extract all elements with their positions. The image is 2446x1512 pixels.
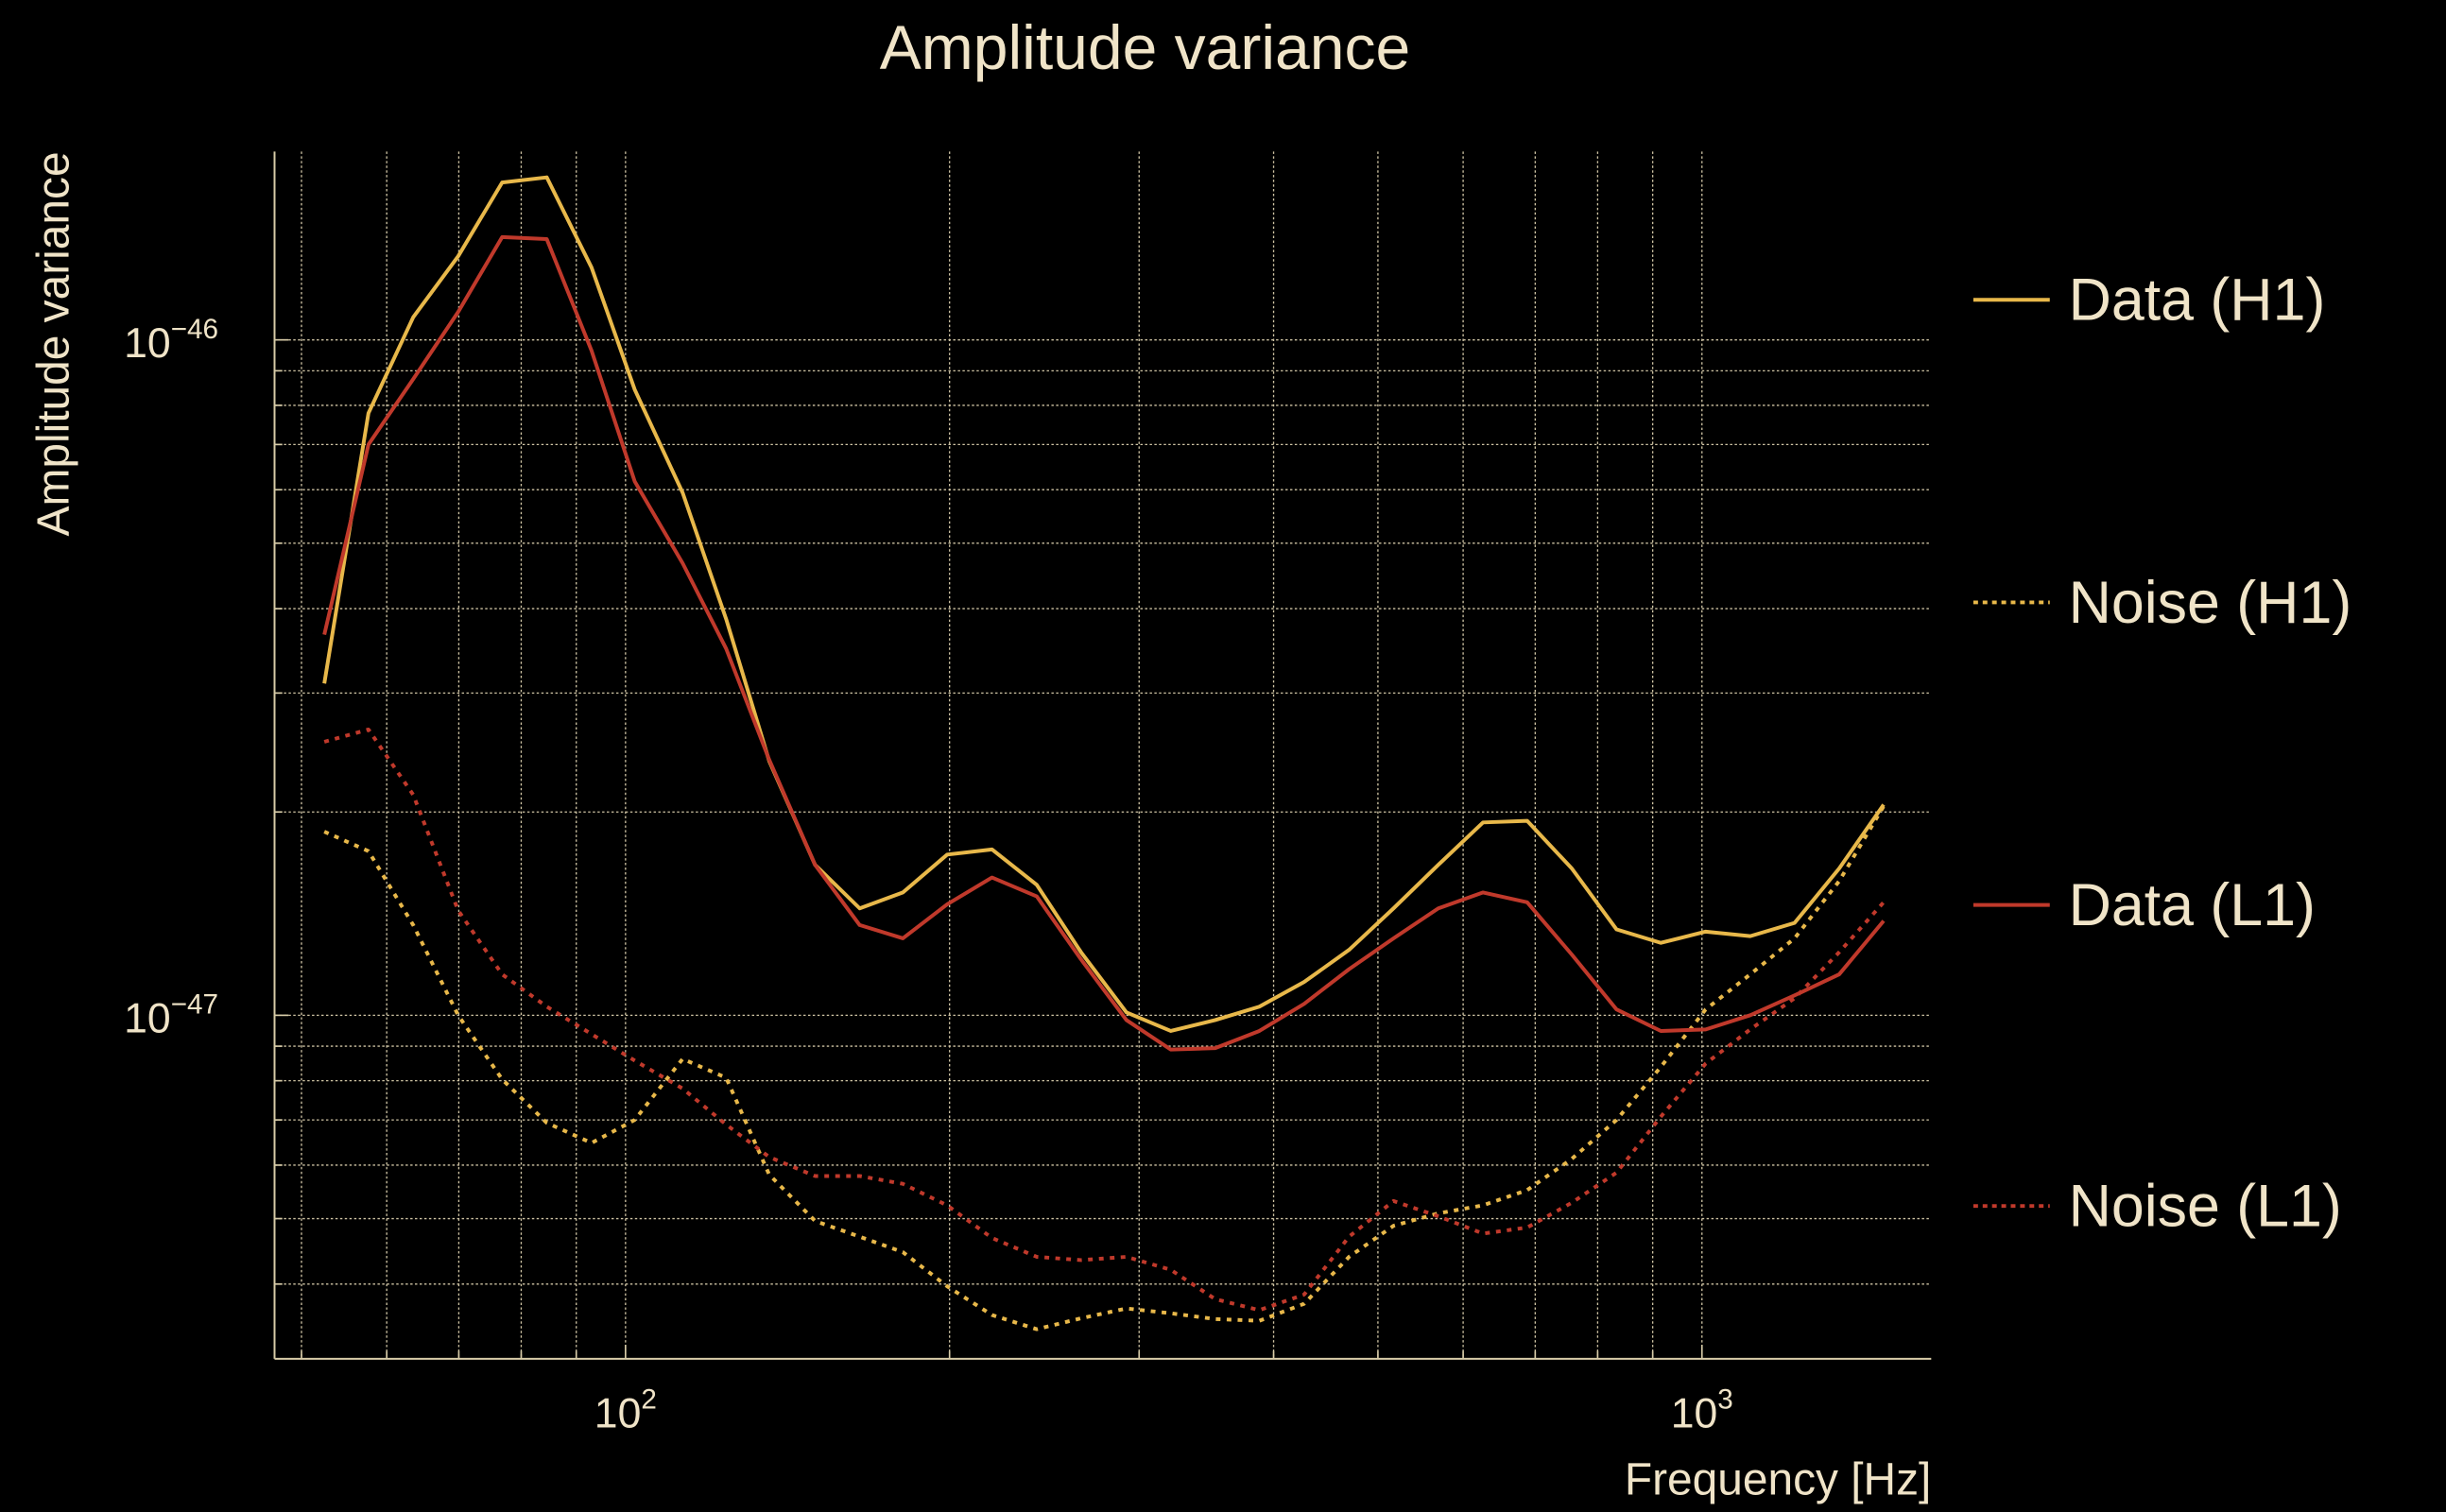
legend-item: Noise (H1)	[1972, 570, 2352, 636]
y-tick-label: 10−47	[124, 989, 218, 1042]
legend-label: Data (H1)	[2069, 267, 2326, 334]
y-tick-label: 10−46	[124, 314, 218, 367]
legend: Data (H1) Noise (H1) Data (L1) Noise (L1)	[1972, 267, 2352, 1240]
series-line-data-h1	[322, 175, 1886, 1033]
y-axis-label: Amplitude variance	[29, 151, 79, 536]
x-axis-label: Frequency [Hz]	[1625, 1455, 1931, 1505]
x-tick-label: 103	[1671, 1384, 1733, 1437]
series-lines	[322, 175, 1886, 1332]
chart-title: Amplitude variance	[880, 12, 1410, 82]
series-line-data-l1	[322, 234, 1886, 1052]
legend-label: Noise (H1)	[2069, 570, 2352, 636]
legend-item: Data (H1)	[1972, 267, 2326, 334]
legend-item: Data (L1)	[1972, 872, 2316, 938]
legend-label: Noise (L1)	[2069, 1174, 2342, 1240]
legend-label: Data (L1)	[2069, 872, 2316, 938]
grid	[274, 151, 1932, 1359]
series-line-noise-h1	[323, 805, 1886, 1332]
legend-item: Noise (L1)	[1972, 1174, 2342, 1240]
x-tick-label: 102	[594, 1384, 657, 1437]
tick-labels: 102 103 10−46 10−47	[124, 314, 1733, 1437]
